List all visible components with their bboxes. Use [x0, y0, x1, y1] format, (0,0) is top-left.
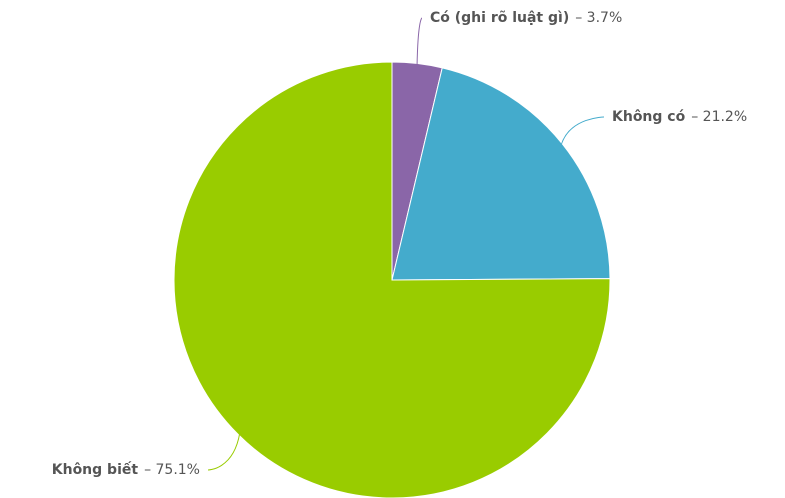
slice-label: Có (ghi rõ luật gì) – 3.7%: [430, 10, 622, 26]
slice-label: Không biết – 75.1%: [52, 461, 200, 478]
slice-name: Không có: [612, 109, 686, 125]
slice-value: – 21.2%: [691, 109, 747, 125]
slice-value: – 75.1%: [144, 462, 200, 478]
slice-name: Có (ghi rõ luật gì): [430, 10, 569, 26]
slice-label: Không có – 21.2%: [612, 109, 747, 125]
leader-line: [416, 17, 423, 66]
slice-name: Không biết: [52, 461, 139, 478]
leader-line: [207, 433, 241, 471]
leader-line: [560, 116, 605, 146]
pie-slice: [173, 61, 611, 498]
slice-value: – 3.7%: [575, 10, 622, 26]
pie-slice: [391, 67, 611, 281]
